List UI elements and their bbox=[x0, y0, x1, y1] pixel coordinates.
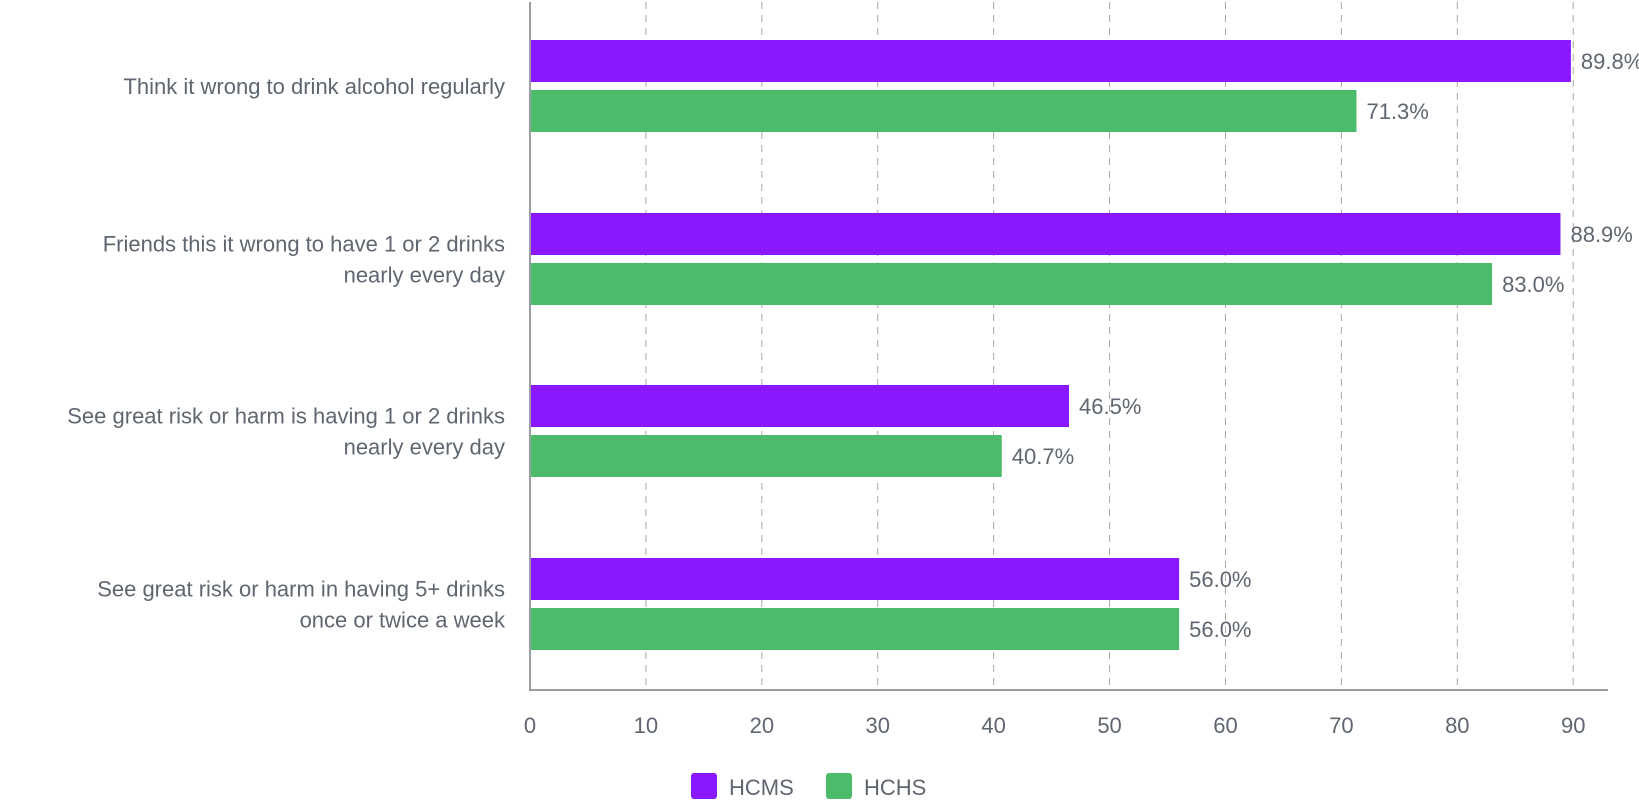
category-label: once or twice a week bbox=[300, 608, 506, 633]
x-tick-label: 20 bbox=[750, 713, 774, 738]
axes bbox=[529, 2, 1608, 691]
bar-hchs-2 bbox=[531, 435, 1002, 477]
labels: 0 10 20 30 40 50 60 70 80 90 89.8% 88.9% 46.5% 56.0% 7… bbox=[67, 49, 1639, 738]
category-label: Think it wrong to drink alcohol regularl… bbox=[123, 74, 505, 99]
x-tick-label: 10 bbox=[634, 713, 658, 738]
data-label-hchs-2: 40.7% bbox=[1012, 444, 1074, 469]
x-tick-label: 90 bbox=[1561, 713, 1585, 738]
data-label-hcms-2: 46.5% bbox=[1079, 394, 1141, 419]
x-tick-label: 80 bbox=[1445, 713, 1469, 738]
category-label: nearly every day bbox=[344, 263, 505, 288]
category-label: Friends this it wrong to have 1 or 2 dri… bbox=[103, 232, 505, 257]
x-tick-label: 70 bbox=[1329, 713, 1353, 738]
legend-label-hchs: HCHS bbox=[864, 775, 926, 800]
data-label-hchs-3: 56.0% bbox=[1189, 617, 1251, 642]
category-label: nearly every day bbox=[344, 435, 505, 460]
bar-hcms-3 bbox=[531, 558, 1180, 600]
bar-hchs-3 bbox=[531, 608, 1180, 650]
x-tick-label: 60 bbox=[1213, 713, 1237, 738]
bar-hcms-0 bbox=[531, 40, 1571, 82]
category-label: See great risk or harm is having 1 or 2 … bbox=[67, 404, 505, 429]
bar-hcms-1 bbox=[531, 213, 1561, 255]
bars bbox=[531, 40, 1571, 650]
category-label: See great risk or harm in having 5+ drin… bbox=[97, 577, 505, 602]
x-tick-label: 40 bbox=[981, 713, 1005, 738]
legend: HCMS HCHS bbox=[691, 773, 926, 800]
data-label-hchs-0: 71.3% bbox=[1366, 99, 1428, 124]
legend-swatch-hchs bbox=[826, 773, 852, 799]
bar-hcms-2 bbox=[531, 385, 1069, 427]
data-label-hcms-3: 56.0% bbox=[1189, 567, 1251, 592]
bar-hchs-0 bbox=[531, 90, 1357, 132]
data-label-hchs-1: 83.0% bbox=[1502, 272, 1564, 297]
legend-swatch-hcms bbox=[691, 773, 717, 799]
x-tick-label: 30 bbox=[865, 713, 889, 738]
x-tick-label: 50 bbox=[1097, 713, 1121, 738]
data-label-hcms-0: 89.8% bbox=[1581, 49, 1639, 74]
x-tick-label: 0 bbox=[524, 713, 536, 738]
bar-hchs-1 bbox=[531, 263, 1493, 305]
data-label-hcms-1: 88.9% bbox=[1570, 222, 1632, 247]
legend-label-hcms: HCMS bbox=[729, 775, 794, 800]
